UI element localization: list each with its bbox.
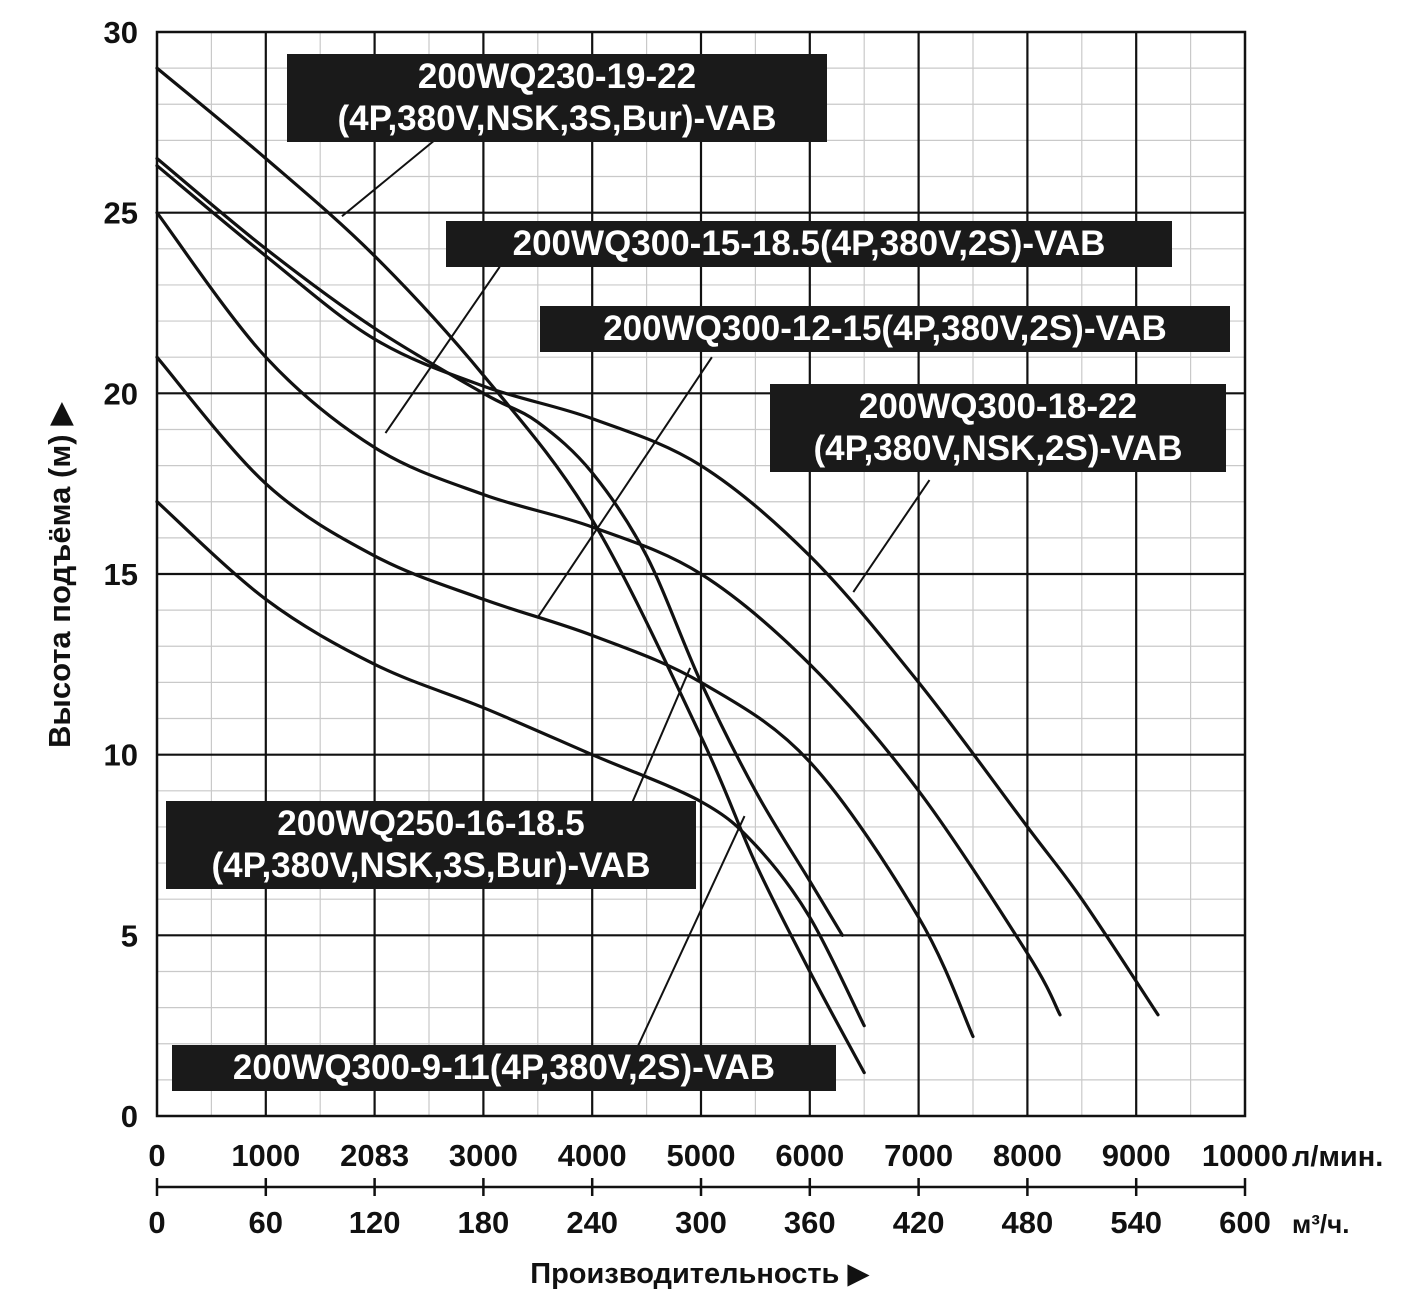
x-tick-label-m3h: 420 — [893, 1205, 945, 1240]
x-tick-label-lmin: 3000 — [449, 1138, 518, 1173]
series-curves — [155, 66, 1160, 1075]
x-tick-label-lmin: 1000 — [231, 1138, 300, 1173]
series-label-wq300-9-11: 200WQ300-9-11(4P,380V,2S)-VAB — [172, 1045, 836, 1091]
series-label-wq230-line2: (4P,380V,NSK,3S,Bur)-VAB — [337, 99, 777, 138]
series-curve-3 — [155, 164, 1160, 1017]
y-tick-label: 0 — [121, 1099, 138, 1134]
series-label-wq230-line1: 200WQ230-19-22 — [417, 57, 697, 96]
leader-line — [536, 356, 713, 618]
x-tick-label-m3h: 240 — [566, 1205, 618, 1240]
x-tick-label-lmin: 4000 — [558, 1138, 627, 1173]
x-tick-label-m3h: 360 — [784, 1205, 836, 1240]
y-tick-label: 5 — [121, 918, 138, 953]
series-curve-5 — [155, 500, 866, 1028]
y-tick-label: 15 — [104, 557, 138, 592]
leader-line — [852, 479, 931, 593]
x-unit-lmin: л/мин. — [1292, 1141, 1383, 1173]
series-curve-0 — [155, 66, 866, 1075]
leader-line — [384, 266, 501, 434]
x-tick-label-m3h: 60 — [249, 1205, 283, 1240]
x-tick-labels-lmin: 0 1000 2083 3000 4000 5000 6000 7000 8000 9000 100… — [148, 1138, 1288, 1173]
x-tick-label-m3h: 600 — [1219, 1205, 1271, 1240]
series-label-wq300-9-text: 200WQ300-9-11(4P,380V,2S)-VAB — [232, 1048, 776, 1087]
series-label-wq250-line2: (4P,380V,NSK,3S,Bur)-VAB — [211, 846, 651, 885]
x-tick-label-lmin: 10000 — [1202, 1138, 1288, 1173]
leader-line — [634, 815, 746, 1052]
leader-line — [341, 139, 436, 218]
leader-lines — [341, 139, 931, 1052]
series-label-wq300-15-text: 200WQ300-15-18.5(4P,380V,2S)-VAB — [512, 224, 1106, 263]
series-label-wq230-19-22: 200WQ230-19-22 (4P,380V,NSK,3S,Bur)-VAB — [287, 54, 827, 142]
x-tick-label-lmin: 2083 — [340, 1138, 409, 1173]
y-tick-label: 30 — [104, 15, 138, 50]
x-tick-label-lmin: 0 — [148, 1138, 165, 1173]
y-tick-label: 20 — [104, 376, 138, 411]
x-tick-label-m3h: 480 — [1002, 1205, 1054, 1240]
x-tick-label-m3h: 300 — [675, 1205, 727, 1240]
series-label-wq250-16-18-5: 200WQ250-16-18.5 (4P,380V,NSK,3S,Bur)-VA… — [166, 801, 696, 889]
y-tick-labels: 0 5 10 15 20 25 30 — [104, 15, 138, 1134]
x-tick-label-m3h: 120 — [349, 1205, 401, 1240]
x-tick-label-m3h: 180 — [458, 1205, 510, 1240]
x-tick-label-lmin: 5000 — [667, 1138, 736, 1173]
x-tick-label-lmin: 8000 — [993, 1138, 1062, 1173]
series-label-wq300-18-line1: 200WQ300-18-22 — [858, 387, 1138, 426]
x-tick-label-m3h: 540 — [1110, 1205, 1162, 1240]
x-tick-label-lmin: 7000 — [884, 1138, 953, 1173]
series-curve-2 — [155, 355, 975, 1039]
y-axis-title: Высота подъёма (м) ▶ — [42, 402, 77, 748]
x-tick-label-m3h: 0 — [148, 1205, 165, 1240]
series-label-wq300-12-15: 200WQ300-12-15(4P,380V,2S)-VAB — [540, 306, 1230, 352]
series-label-wq300-18-22: 200WQ300-18-22 (4P,380V,NSK,2S)-VAB — [770, 384, 1226, 472]
x-axis-m3h — [155, 1178, 1247, 1196]
x-axis-title: Производительность ▶ — [530, 1258, 870, 1290]
plot-frame — [155, 30, 1247, 1118]
series-label-wq300-18-line2: (4P,380V,NSK,2S)-VAB — [813, 429, 1183, 468]
x-tick-label-lmin: 6000 — [775, 1138, 844, 1173]
series-label-wq300-15-18-5: 200WQ300-15-18.5(4P,380V,2S)-VAB — [446, 221, 1172, 267]
x-tick-labels-m3h: 0 60 120 180 240 300 360 420 480 540 600 — [148, 1205, 1270, 1240]
y-tick-label: 25 — [104, 196, 138, 231]
series-label-wq250-line1: 200WQ250-16-18.5 — [277, 804, 585, 843]
x-tick-label-lmin: 9000 — [1102, 1138, 1171, 1173]
x-unit-m3h: м³/ч. — [1292, 1209, 1349, 1239]
series-curve-4 — [155, 211, 1062, 1017]
series-label-wq300-12-text: 200WQ300-12-15(4P,380V,2S)-VAB — [603, 309, 1167, 348]
y-tick-label: 10 — [104, 738, 138, 773]
series-curve-1 — [155, 156, 844, 937]
